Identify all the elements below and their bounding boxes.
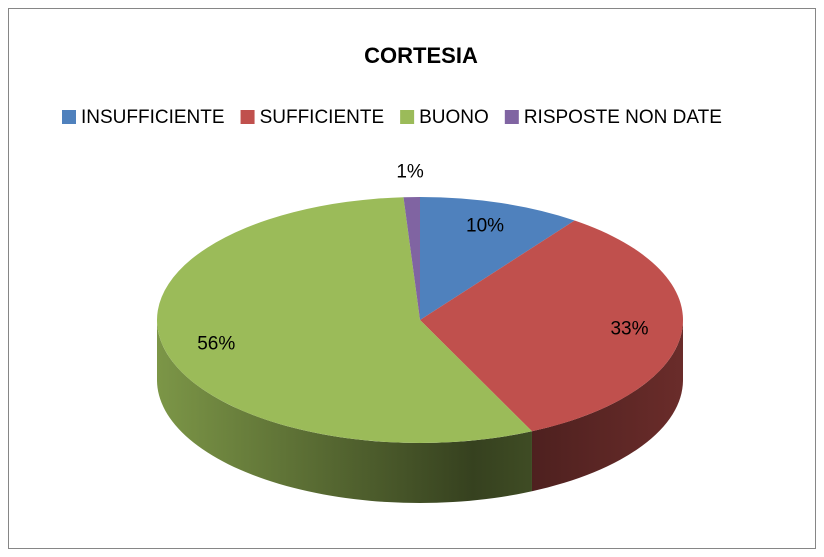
legend-swatch (240, 110, 255, 124)
legend-label: INSUFFICIENTE (81, 107, 225, 128)
legend-swatch (400, 110, 415, 124)
legend-label: BUONO (419, 107, 489, 128)
legend-label: SUFFICIENTE (260, 107, 385, 128)
legend-swatch (504, 110, 519, 124)
data-label: 33% (610, 318, 648, 339)
pie-slice (420, 197, 575, 320)
pie-slice (157, 197, 532, 443)
data-label: 1% (396, 161, 424, 182)
pie-slice (420, 220, 683, 432)
legend-swatch (62, 110, 76, 124)
data-label: 56% (197, 333, 235, 354)
pie-side (157, 320, 532, 503)
pie-side (531, 320, 683, 492)
chart-title: CORTESIA (364, 43, 478, 68)
data-label: 10% (466, 215, 504, 236)
pie-slice (403, 197, 420, 320)
legend-label: RISPOSTE NON DATE (524, 107, 722, 128)
